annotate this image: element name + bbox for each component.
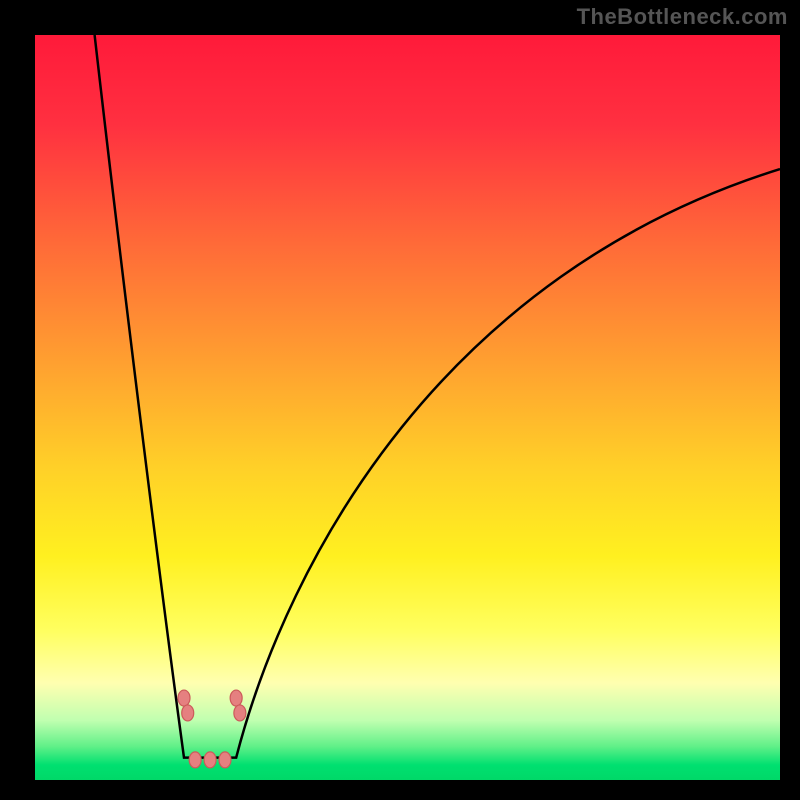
marker-right-pair-a <box>230 690 242 706</box>
watermark-text: TheBottleneck.com <box>577 4 788 30</box>
marker-left-pair-a <box>178 690 190 706</box>
marker-left-pair-b <box>182 705 194 721</box>
gradient-background <box>35 35 780 780</box>
marker-right-pair-b <box>234 705 246 721</box>
bottleneck-chart <box>0 0 800 800</box>
chart-frame: TheBottleneck.com <box>0 0 800 800</box>
marker-floor-c <box>219 752 231 768</box>
marker-floor-a <box>189 752 201 768</box>
marker-floor-b <box>204 752 216 768</box>
